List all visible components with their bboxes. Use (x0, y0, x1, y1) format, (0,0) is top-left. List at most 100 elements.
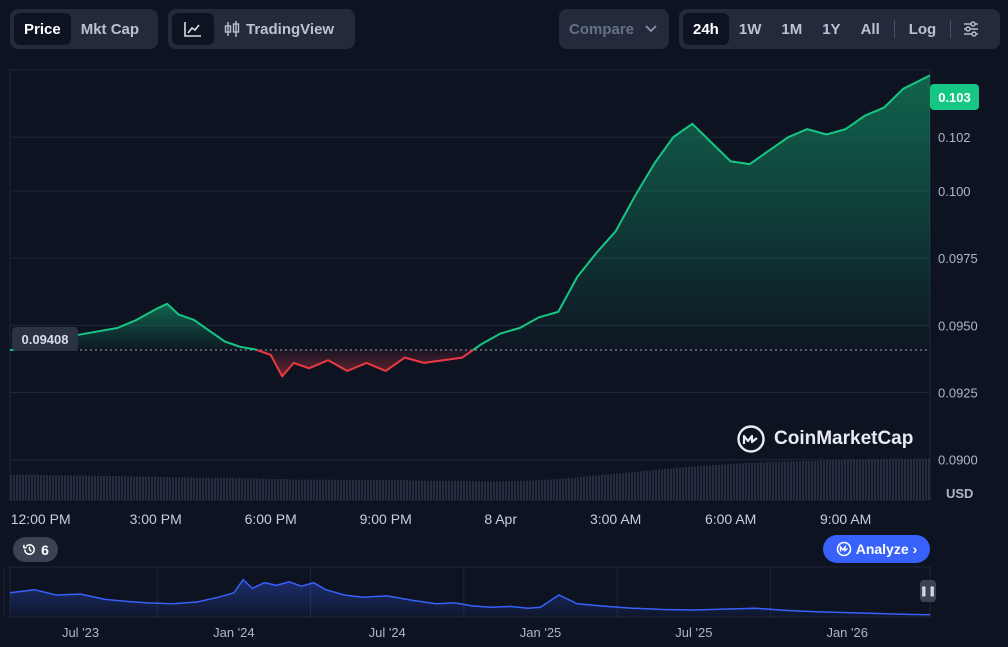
pause-icon: ❚❚ (919, 585, 937, 597)
volume-bar (556, 479, 558, 500)
volume-bar (613, 473, 615, 500)
volume-bar (484, 481, 486, 500)
volume-bar (766, 462, 768, 500)
y-tick-label: 0.0950 (938, 318, 978, 333)
volume-bar (10, 474, 12, 500)
volume-bar (295, 479, 297, 500)
volume-bar (496, 481, 498, 500)
volume-bar (334, 479, 336, 500)
volume-bar (268, 478, 270, 500)
volume-bar (379, 480, 381, 500)
volume-bar (616, 473, 618, 500)
volume-bar (829, 460, 831, 500)
range-1y-button[interactable]: 1Y (822, 20, 841, 38)
volume-bar (889, 459, 891, 500)
volume-bar (811, 460, 813, 500)
volume-bar (883, 459, 885, 500)
volume-bar (364, 480, 366, 500)
volume-bar (322, 479, 324, 500)
history-button[interactable]: 6 (13, 537, 58, 562)
volume-bar (721, 464, 723, 500)
navigator-tick-label: Jan '25 (520, 625, 562, 640)
tab-price[interactable]: Price (14, 13, 71, 45)
volume-bar (52, 475, 54, 500)
volume-bar (208, 477, 210, 500)
log-scale-button[interactable]: Log (908, 20, 937, 38)
volume-bar (229, 477, 231, 500)
volume-bar (763, 462, 765, 500)
range-1w-button[interactable]: 1W (738, 20, 762, 38)
volume-bar (886, 459, 888, 500)
compare-dropdown[interactable]: Compare (559, 9, 669, 49)
volume-bar (454, 480, 456, 500)
volume-bar (124, 476, 126, 500)
volume-bar (550, 479, 552, 500)
volume-bar (349, 480, 351, 500)
current-price-badge: 0.103 (930, 84, 979, 110)
price-line-up (472, 74, 930, 351)
volume-bar (193, 477, 195, 500)
currency-label: USD (946, 486, 974, 501)
volume-bar (160, 476, 162, 500)
volume-bar (880, 459, 882, 500)
volume-bar (319, 479, 321, 500)
analyze-button[interactable]: Analyze › (823, 535, 930, 563)
volume-bar (367, 480, 369, 500)
volume-bar (757, 462, 759, 500)
volume-bar (220, 477, 222, 500)
range-all-button[interactable]: All (860, 20, 880, 38)
brand-name: CoinMarketCap (774, 428, 914, 449)
volume-bar (847, 459, 849, 500)
volume-bar (565, 478, 567, 500)
x-tick-label: 3:00 PM (130, 511, 182, 527)
volume-bar (754, 462, 756, 500)
volume-bar (169, 477, 171, 500)
range-1m-button[interactable]: 1M (781, 20, 803, 38)
volume-bar (706, 465, 708, 500)
volume-bar (427, 480, 429, 500)
navigator-handle[interactable]: ❚❚ (920, 580, 936, 602)
volume-bar (643, 471, 645, 500)
range-24h-button[interactable]: 24h (683, 13, 729, 45)
chart-type-toggle: TradingView (168, 9, 355, 49)
volume-bar (676, 467, 678, 500)
navigator-series (9, 578, 931, 617)
volume-bar (34, 474, 36, 500)
volume-bar (82, 475, 84, 500)
line-chart-button[interactable] (172, 13, 214, 45)
volume-bar (244, 478, 246, 500)
volume-bar (709, 465, 711, 500)
volume-bar (526, 480, 528, 500)
volume-bar (820, 460, 822, 500)
volume-bar (649, 470, 651, 500)
volume-bar (688, 466, 690, 500)
volume-bar (901, 459, 903, 500)
volume-bar (508, 481, 510, 500)
volume-bar (166, 477, 168, 500)
volume-bar (760, 462, 762, 500)
volume-bar (685, 467, 687, 500)
volume-bar (655, 469, 657, 500)
volume-bar (778, 461, 780, 500)
x-axis: 12:00 PM 3:00 PM 6:00 PM 9:00 PM 8 Apr 3:00 A… (11, 511, 872, 527)
x-tick-label: 9:00 PM (360, 511, 412, 527)
y-tick-label: 0.0900 (938, 453, 978, 468)
volume-bar (487, 481, 489, 500)
volume-bar (469, 481, 471, 500)
volume-bar (49, 475, 51, 500)
volume-bar (451, 480, 453, 500)
x-tick-label: 3:00 AM (590, 511, 641, 527)
tab-mkt-cap[interactable]: Mkt Cap (80, 20, 140, 38)
volume-bar (61, 475, 63, 500)
volume-bar (544, 479, 546, 500)
chart-settings-button[interactable] (955, 13, 987, 45)
volume-bar (172, 477, 174, 500)
volume-bar (802, 461, 804, 500)
volume-bar (358, 480, 360, 500)
navigator-tick-label: Jul '25 (675, 625, 712, 640)
tradingview-button[interactable]: TradingView (214, 13, 344, 45)
volume-bar (691, 466, 693, 500)
volume-bar (736, 463, 738, 500)
volume-bar (664, 469, 666, 500)
